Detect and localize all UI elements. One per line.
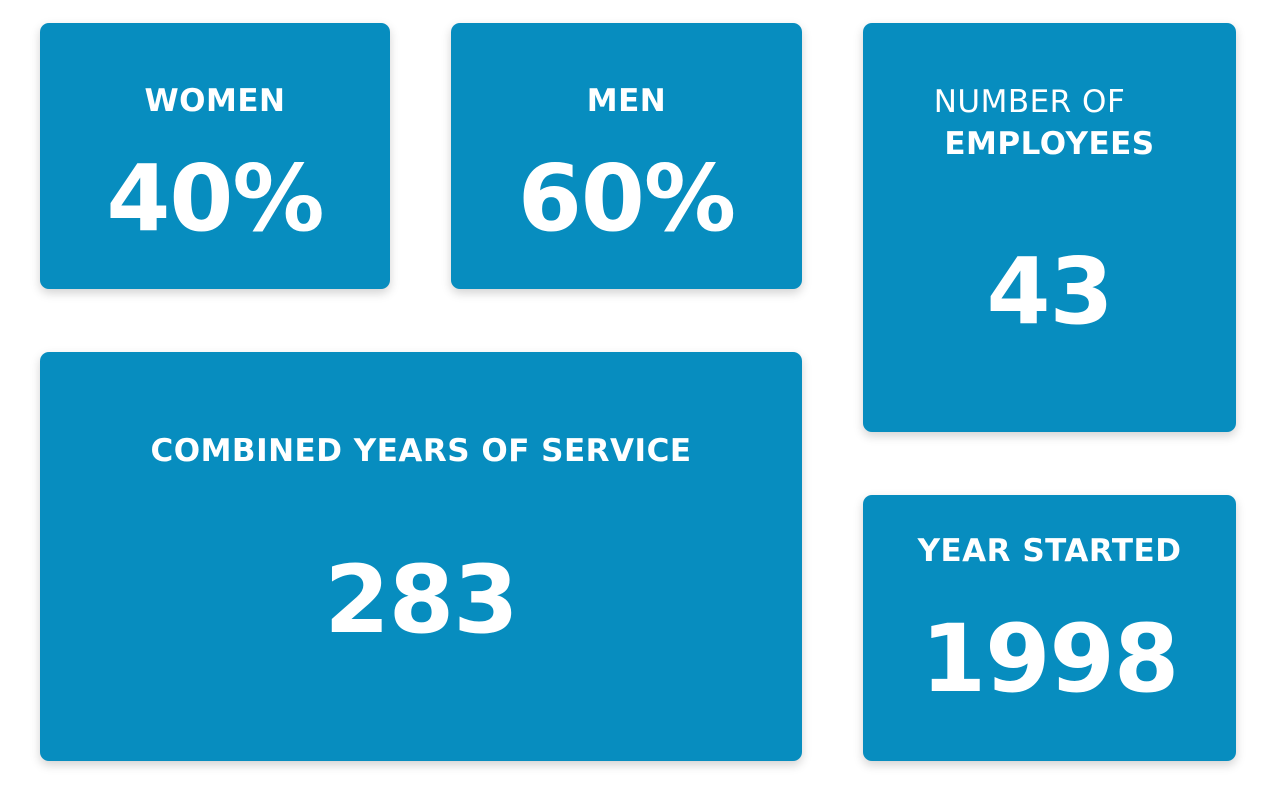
men-label: MEN — [586, 83, 667, 119]
women-stat-card: WOMEN 40% — [40, 23, 390, 289]
year-started-value: 1998 — [920, 605, 1180, 714]
men-value: 60% — [517, 145, 736, 252]
year-started-stat-card: YEAR STARTED 1998 — [863, 495, 1236, 761]
employees-value: 43 — [986, 238, 1113, 345]
women-label: WOMEN — [144, 83, 286, 119]
year-started-label: YEAR STARTED — [917, 533, 1182, 569]
women-value: 40% — [106, 145, 324, 252]
service-value: 283 — [324, 546, 518, 655]
employees-stat-card: NUMBER OF EMPLOYEES 43 — [863, 23, 1236, 432]
employees-label-line2: EMPLOYEES — [944, 126, 1155, 162]
service-label: COMBINED YEARS OF SERVICE — [150, 433, 692, 469]
employees-label-line1: NUMBER OF — [863, 87, 1236, 118]
service-stat-card: COMBINED YEARS OF SERVICE 283 — [40, 352, 802, 761]
employees-label-line1-text: NUMBER OF — [933, 84, 1126, 120]
men-stat-card: MEN 60% — [451, 23, 802, 289]
